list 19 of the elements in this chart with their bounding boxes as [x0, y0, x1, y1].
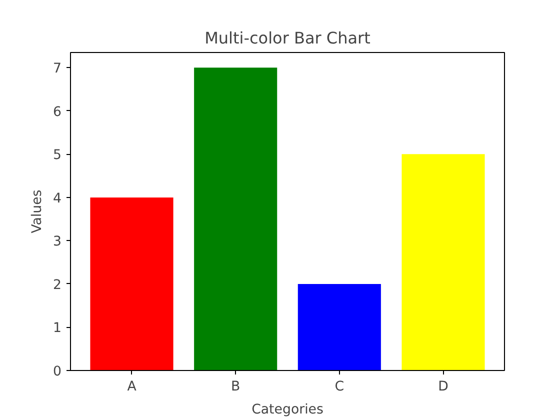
x-axis-title: Categories [252, 402, 324, 418]
bar [298, 284, 381, 370]
y-tick-label: 5 [53, 148, 62, 164]
y-tick-label: 0 [53, 364, 62, 380]
x-tick-label: C [334, 380, 344, 394]
y-tick-label: 7 [53, 62, 62, 77]
x-tick-label: D [438, 380, 448, 394]
y-axis-title: Values [30, 190, 46, 234]
x-tick-label: A [127, 380, 136, 394]
y-tick-label: 3 [53, 234, 62, 250]
y-tick-label: 1 [53, 321, 62, 336]
chart-title: Multi-color Bar Chart [204, 28, 370, 48]
y-tick-label: 4 [53, 191, 62, 206]
y-tick-label: 6 [53, 104, 62, 120]
bar [194, 68, 278, 370]
y-tick-label: 2 [53, 278, 62, 293]
bar [402, 154, 485, 370]
bar [90, 197, 174, 370]
x-tick-label: B [231, 380, 240, 394]
